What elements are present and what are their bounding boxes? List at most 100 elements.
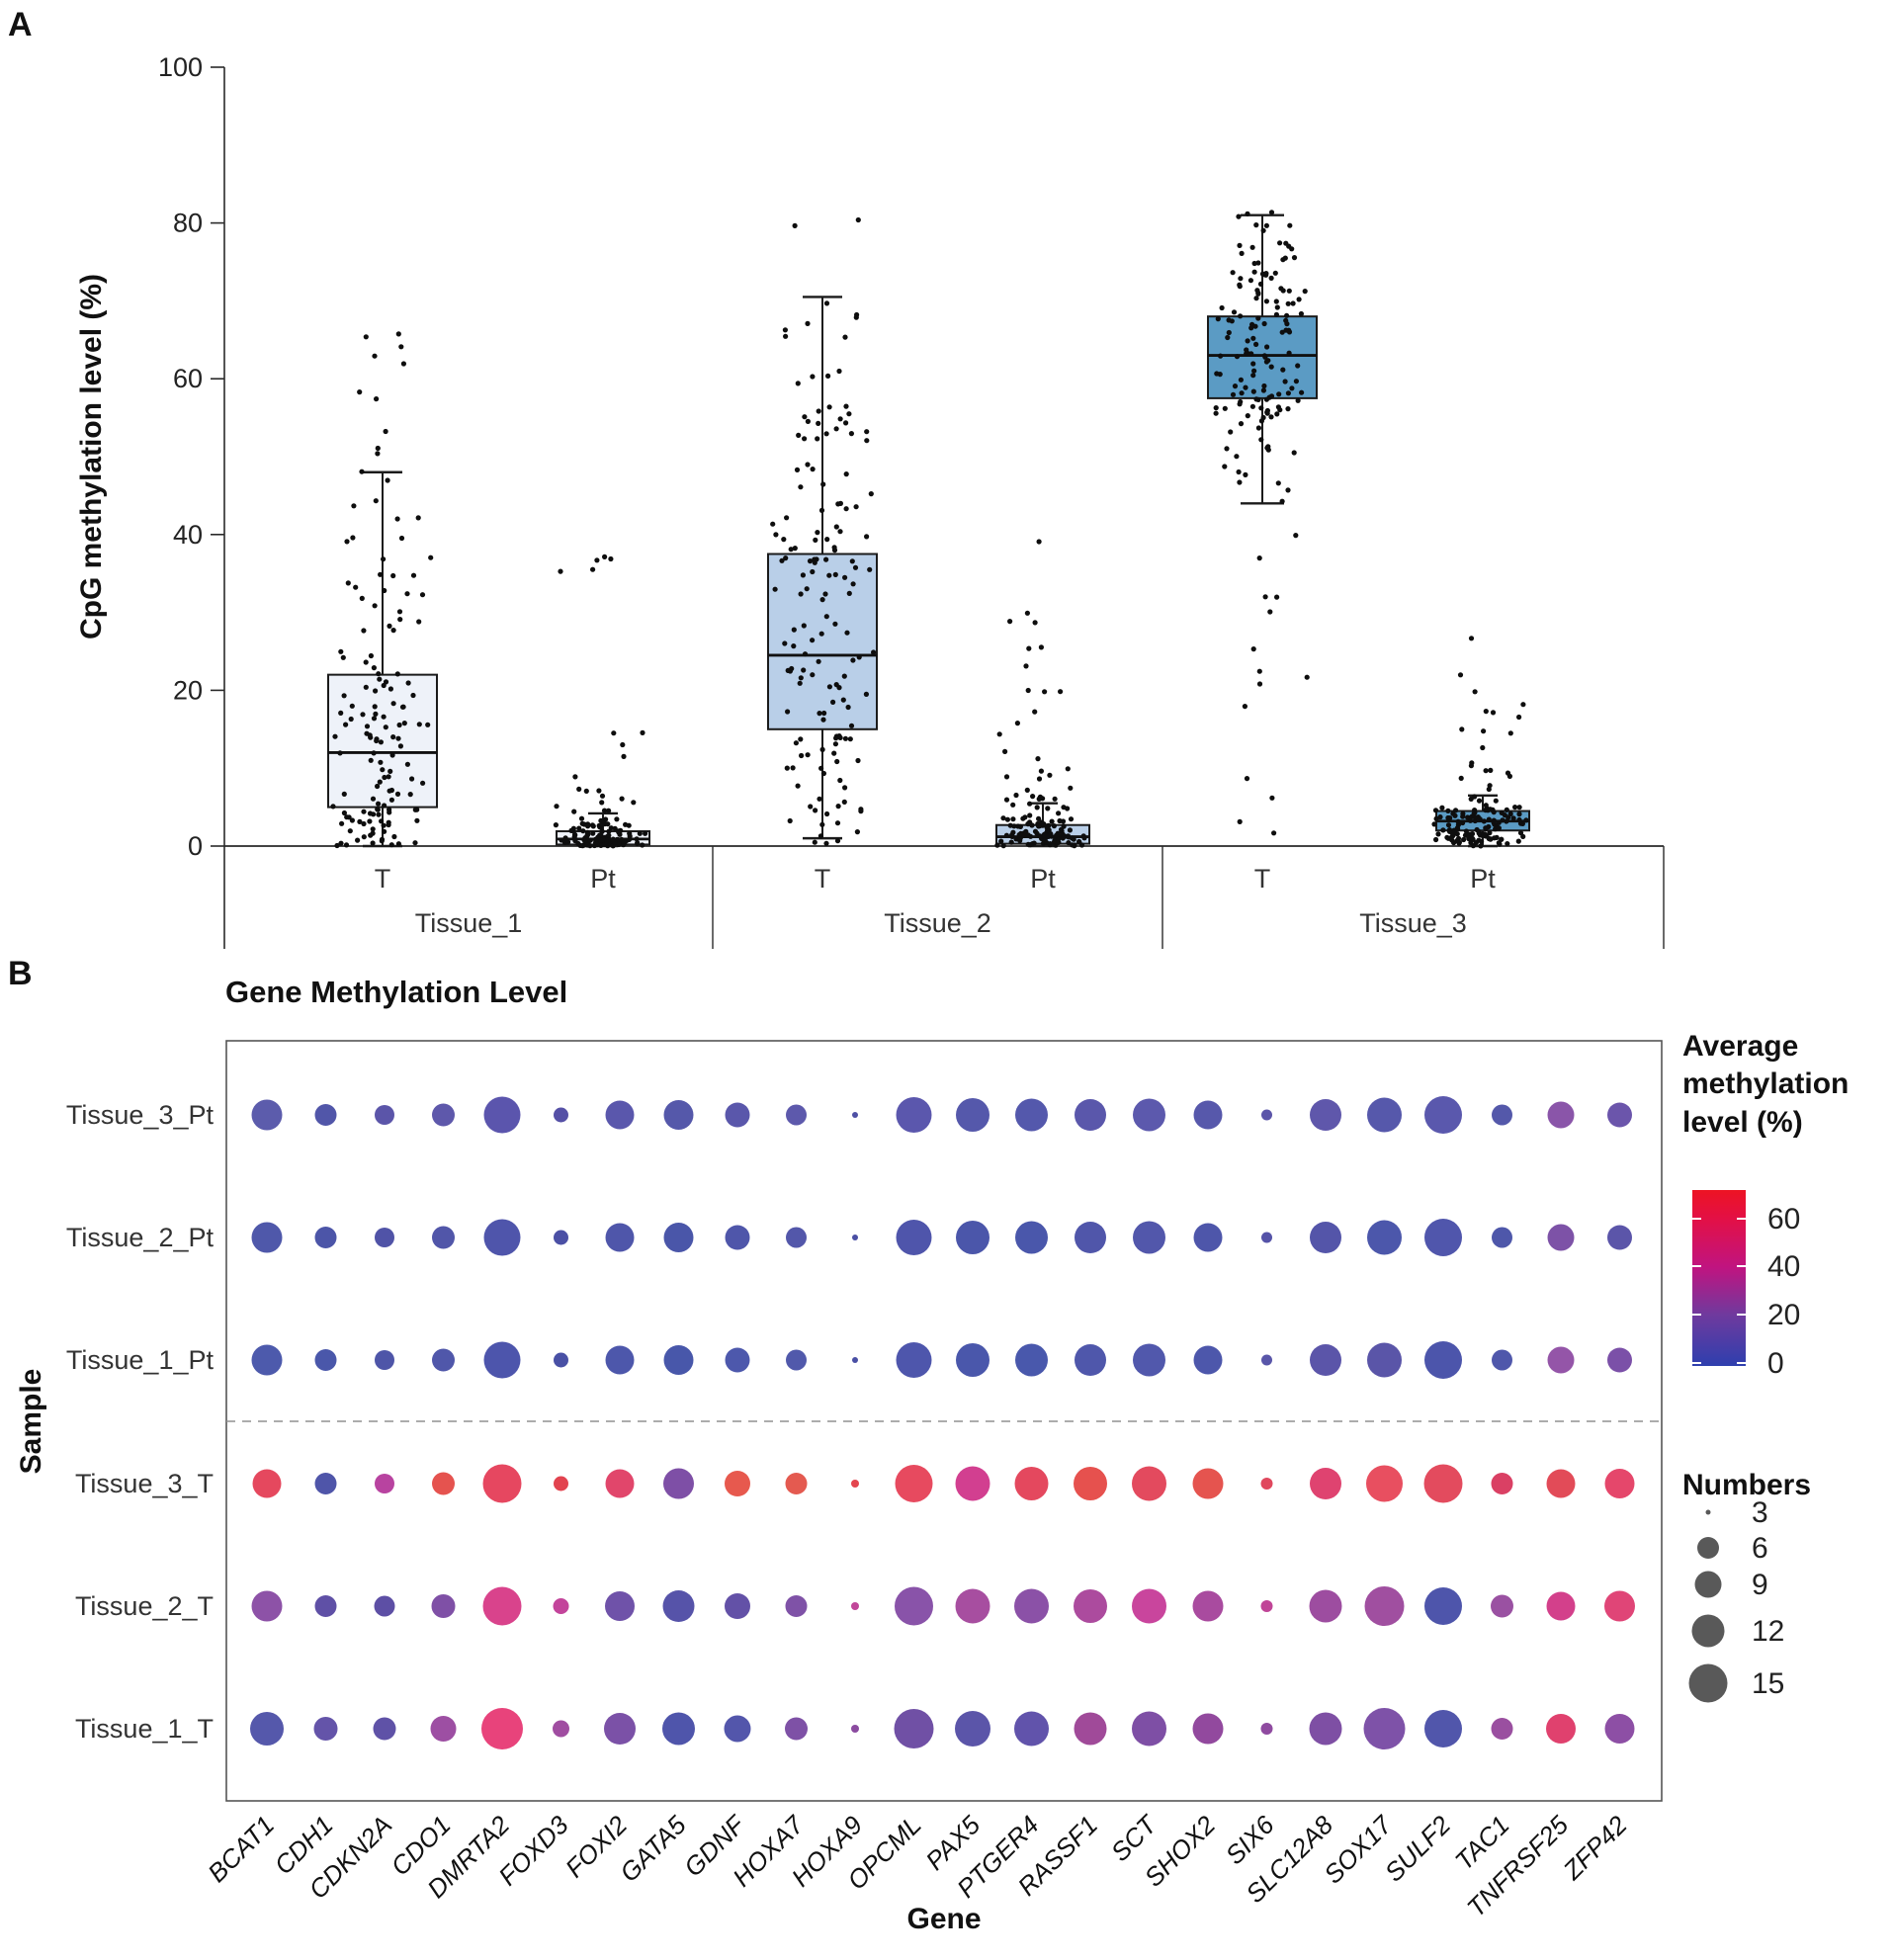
scatter-point bbox=[1007, 822, 1013, 828]
bubble bbox=[955, 1711, 990, 1747]
scatter-point bbox=[826, 684, 833, 690]
scatter-point bbox=[1510, 815, 1516, 821]
scatter-point bbox=[781, 537, 787, 543]
scatter-point bbox=[572, 832, 578, 838]
scatter-point bbox=[820, 481, 826, 487]
scatter-point bbox=[428, 554, 434, 560]
bubble bbox=[251, 1222, 283, 1253]
scatter-point bbox=[819, 821, 825, 827]
bubble bbox=[663, 1468, 694, 1499]
scatter-point bbox=[381, 822, 387, 828]
scatter-point bbox=[1249, 244, 1255, 250]
scatter-point bbox=[1488, 767, 1494, 774]
scatter-point bbox=[387, 788, 392, 794]
scatter-point bbox=[996, 731, 1002, 737]
scatter-point bbox=[1505, 841, 1510, 847]
scatter-point bbox=[412, 840, 418, 846]
scatter-point bbox=[867, 566, 873, 572]
bubble bbox=[1492, 1104, 1512, 1126]
bubble bbox=[1193, 1100, 1223, 1130]
scatter-point bbox=[1256, 555, 1262, 561]
scatter-point bbox=[1516, 811, 1522, 817]
scatter-point bbox=[791, 627, 797, 633]
scatter-point bbox=[1269, 795, 1275, 801]
scatter-point bbox=[599, 793, 606, 799]
panel-b-x-axis-title: Gene bbox=[906, 1903, 982, 1935]
scatter-point bbox=[1505, 770, 1511, 776]
size-legend-label: 6 bbox=[1752, 1532, 1768, 1565]
bubble bbox=[1607, 1225, 1632, 1250]
scatter-point bbox=[1483, 803, 1489, 809]
bubble bbox=[251, 1099, 283, 1131]
legend-size-title: Numbers bbox=[1682, 1469, 1812, 1501]
scatter-point bbox=[596, 822, 602, 829]
scatter-point bbox=[842, 785, 848, 791]
scatter-point bbox=[1065, 766, 1071, 772]
scatter-point bbox=[805, 320, 811, 326]
scatter-point bbox=[1250, 388, 1256, 394]
scatter-point bbox=[1024, 610, 1030, 616]
scatter-point bbox=[1476, 830, 1482, 836]
scatter-point bbox=[824, 810, 830, 817]
scatter-point bbox=[390, 734, 396, 740]
bubble bbox=[1546, 1714, 1576, 1744]
scatter-point bbox=[783, 555, 789, 561]
scatter-point bbox=[1031, 840, 1037, 846]
scatter-point bbox=[1253, 341, 1259, 347]
scatter-point bbox=[823, 300, 830, 306]
scatter-point bbox=[1450, 810, 1456, 816]
scatter-point bbox=[853, 504, 859, 510]
bubble bbox=[1310, 1468, 1341, 1499]
scatter-point bbox=[1517, 820, 1524, 826]
scatter-point bbox=[831, 545, 837, 551]
scatter-point bbox=[397, 743, 403, 749]
scatter-point bbox=[824, 537, 830, 543]
scatter-point bbox=[370, 826, 376, 832]
scatter-point bbox=[1512, 805, 1518, 810]
scatter-point bbox=[825, 373, 831, 379]
scatter-point bbox=[837, 529, 843, 535]
scatter-point bbox=[1465, 814, 1471, 820]
bubble bbox=[314, 1227, 337, 1248]
scatter-point bbox=[1273, 311, 1279, 317]
scatter-point bbox=[1046, 827, 1052, 833]
scatter-point bbox=[1284, 321, 1290, 327]
scatter-point bbox=[1217, 372, 1223, 378]
scatter-point bbox=[558, 568, 563, 574]
bubble bbox=[785, 1473, 808, 1494]
bubble bbox=[1133, 1343, 1165, 1377]
bubble bbox=[1133, 1098, 1165, 1132]
scatter-point bbox=[1226, 329, 1232, 336]
y-tick-label: 60 bbox=[173, 364, 203, 393]
bubble bbox=[1261, 1109, 1272, 1121]
bubble bbox=[1424, 1096, 1462, 1134]
scatter-point bbox=[1256, 668, 1262, 674]
scatter-point bbox=[1302, 289, 1308, 295]
scatter-point bbox=[843, 403, 849, 409]
scatter-point bbox=[1520, 833, 1526, 840]
bubble bbox=[786, 1227, 807, 1248]
bubble bbox=[1547, 1346, 1575, 1374]
scatter-point bbox=[1304, 674, 1310, 680]
scatter-point bbox=[1507, 810, 1513, 817]
bubble bbox=[314, 1595, 337, 1617]
scatter-point bbox=[395, 331, 401, 337]
bubble bbox=[1364, 1586, 1405, 1626]
scatter-point bbox=[601, 808, 608, 813]
size-legend-dot bbox=[1705, 1509, 1711, 1515]
bubble bbox=[725, 1225, 750, 1250]
sample-type-label: T bbox=[815, 864, 831, 894]
bubble bbox=[955, 1466, 990, 1501]
scatter-point bbox=[835, 804, 841, 810]
scatter-point bbox=[378, 759, 384, 765]
scatter-point bbox=[386, 819, 391, 825]
bubble bbox=[725, 1593, 750, 1619]
scatter-point bbox=[1245, 338, 1250, 344]
bubble bbox=[725, 1471, 750, 1496]
scatter-point bbox=[1264, 410, 1270, 416]
scatter-point bbox=[390, 628, 396, 634]
scatter-point bbox=[381, 556, 387, 562]
y-tick-label: 20 bbox=[173, 675, 203, 705]
scatter-point bbox=[1454, 831, 1460, 837]
